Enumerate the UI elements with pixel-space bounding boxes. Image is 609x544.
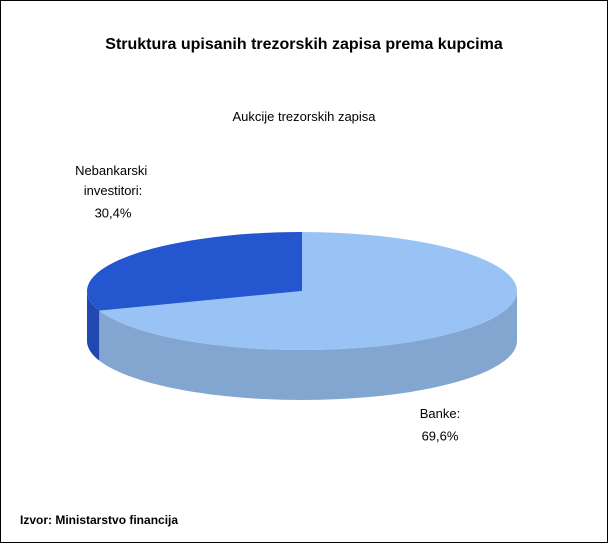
data-label-category: Banke: (420, 406, 460, 421)
pie-slice (99, 232, 518, 350)
chart-subtitle: Aukcije trezorskih zapisa (232, 109, 376, 124)
chart-title: Struktura upisanih trezorskih zapisa pre… (105, 36, 503, 53)
data-label-value: 30,4% (95, 205, 132, 220)
data-label-category: Nebankarski investitori: (75, 163, 151, 198)
slice-side (99, 291, 518, 400)
source-note: Izvor: Ministarstvo financija (20, 513, 178, 527)
pie-slice (86, 232, 302, 311)
pie (86, 232, 518, 400)
slice-side (87, 291, 100, 361)
data-label-value: 69,6% (422, 428, 459, 443)
